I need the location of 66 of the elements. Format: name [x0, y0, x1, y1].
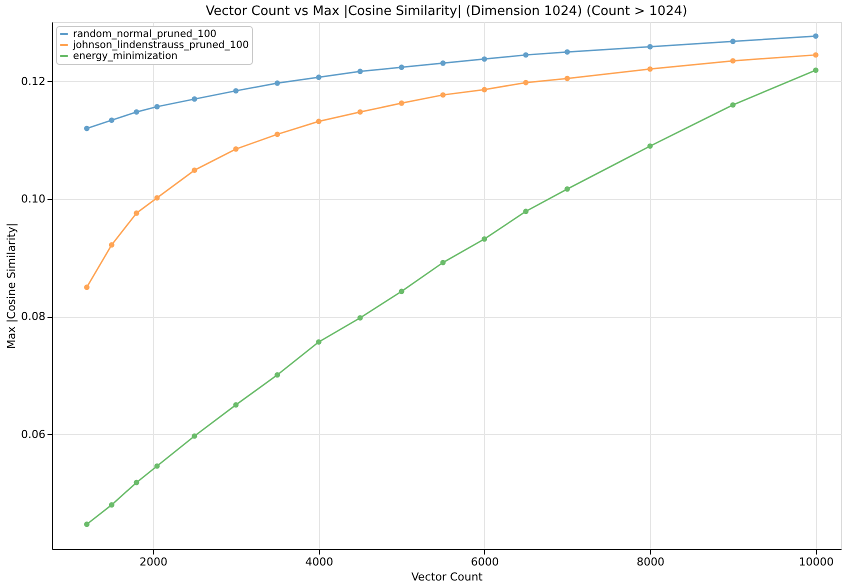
point	[192, 167, 198, 173]
point	[440, 60, 446, 66]
point	[647, 143, 653, 149]
point	[523, 80, 529, 86]
y-tick-label: 0.10	[21, 192, 46, 206]
point	[523, 52, 529, 58]
point	[357, 315, 363, 321]
point	[134, 480, 140, 486]
y-tick-label: 0.12	[21, 74, 46, 88]
point	[316, 74, 322, 80]
point	[564, 76, 570, 82]
point	[274, 80, 280, 86]
point	[192, 96, 198, 102]
x-tick-label: 6000	[470, 556, 499, 568]
point	[316, 339, 322, 345]
point	[274, 132, 280, 138]
point	[108, 502, 114, 508]
x-tick-label: 4000	[305, 556, 334, 568]
x-tick-label: 2000	[140, 556, 168, 568]
point	[134, 109, 140, 115]
point	[316, 118, 322, 124]
y-axis-title: Max |Cosine Similarity|	[5, 222, 18, 350]
point	[647, 44, 653, 50]
point	[154, 195, 160, 201]
point	[812, 52, 818, 58]
point	[357, 109, 363, 115]
point	[192, 433, 198, 439]
point	[730, 58, 736, 64]
point	[84, 522, 90, 528]
point	[233, 88, 239, 94]
legend-label: energy_minimization	[73, 51, 178, 62]
point	[154, 463, 160, 469]
point	[398, 288, 404, 294]
point	[108, 117, 114, 123]
legend-label: johnson_lindenstrauss_pruned_100	[72, 40, 249, 51]
x-tick-label: 10000	[798, 556, 834, 568]
point	[154, 104, 160, 110]
point	[812, 33, 818, 39]
point	[730, 102, 736, 108]
point	[523, 208, 529, 214]
legend-label: random_normal_pruned_100	[73, 29, 217, 40]
point	[398, 64, 404, 70]
point	[812, 67, 818, 73]
point	[564, 186, 570, 192]
point	[564, 49, 570, 55]
point	[482, 56, 488, 62]
point	[233, 402, 239, 408]
y-tick-label: 0.08	[21, 310, 46, 324]
y-tick-label: 0.06	[21, 428, 46, 441]
point	[108, 242, 114, 248]
point	[482, 236, 488, 242]
x-axis-title: Vector Count	[411, 570, 484, 584]
point	[482, 86, 488, 92]
point	[134, 210, 140, 216]
point	[357, 68, 363, 74]
point	[84, 126, 90, 132]
point	[398, 100, 404, 106]
x-tick-label: 8000	[636, 556, 665, 568]
point	[647, 66, 653, 72]
point	[440, 92, 446, 98]
point	[274, 372, 280, 378]
point	[233, 146, 239, 152]
point	[440, 260, 446, 266]
point	[730, 38, 736, 44]
point	[84, 284, 90, 290]
chart-title: Vector Count vs Max |Cosine Similarity| (Dimension 1024) (Count > 1024)	[206, 4, 688, 19]
